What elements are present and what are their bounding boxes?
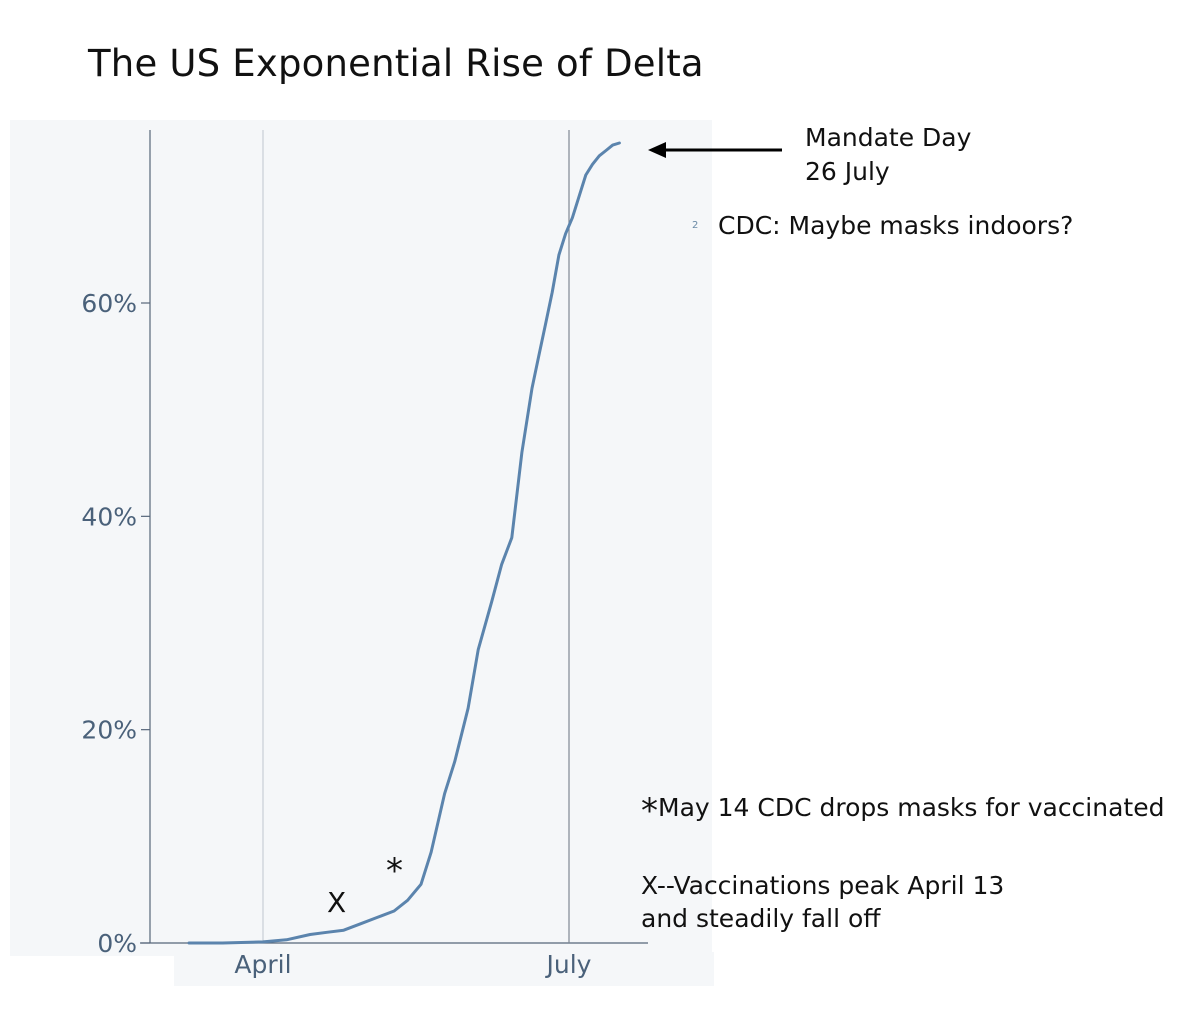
plot-background xyxy=(10,120,712,956)
mandate-date-label: 26 July xyxy=(805,157,890,186)
mandate-arrow-head xyxy=(648,142,666,158)
plot-background-lower xyxy=(174,952,714,986)
vaccination-peak-note-line2: and steadily fall off xyxy=(641,904,881,933)
star-marker: * xyxy=(386,851,403,891)
star-symbol: * xyxy=(641,791,658,831)
y-tick-label: 40% xyxy=(81,502,137,531)
small-marker-label: 2 xyxy=(692,220,699,231)
mandate-day-label: Mandate Day xyxy=(805,123,972,152)
series-line-0 xyxy=(187,141,621,945)
x-marker: X xyxy=(327,886,347,919)
may-14-note-text: May 14 CDC drops masks for vaccinated xyxy=(658,793,1165,822)
y-tick-label: 60% xyxy=(81,289,137,318)
chart-title: The US Exponential Rise of Delta xyxy=(88,42,704,85)
x-tick-label: July xyxy=(545,950,592,979)
x-tick-label: April xyxy=(234,950,291,979)
vaccination-peak-note-line1: X--Vaccinations peak April 13 xyxy=(641,871,1005,900)
y-tick-label: 0% xyxy=(97,929,137,958)
may-14-note: *May 14 CDC drops masks for vaccinated xyxy=(641,791,1164,828)
y-tick-label: 20% xyxy=(81,716,137,745)
cdc-masks-indoors-note: CDC: Maybe masks indoors? xyxy=(718,211,1074,240)
